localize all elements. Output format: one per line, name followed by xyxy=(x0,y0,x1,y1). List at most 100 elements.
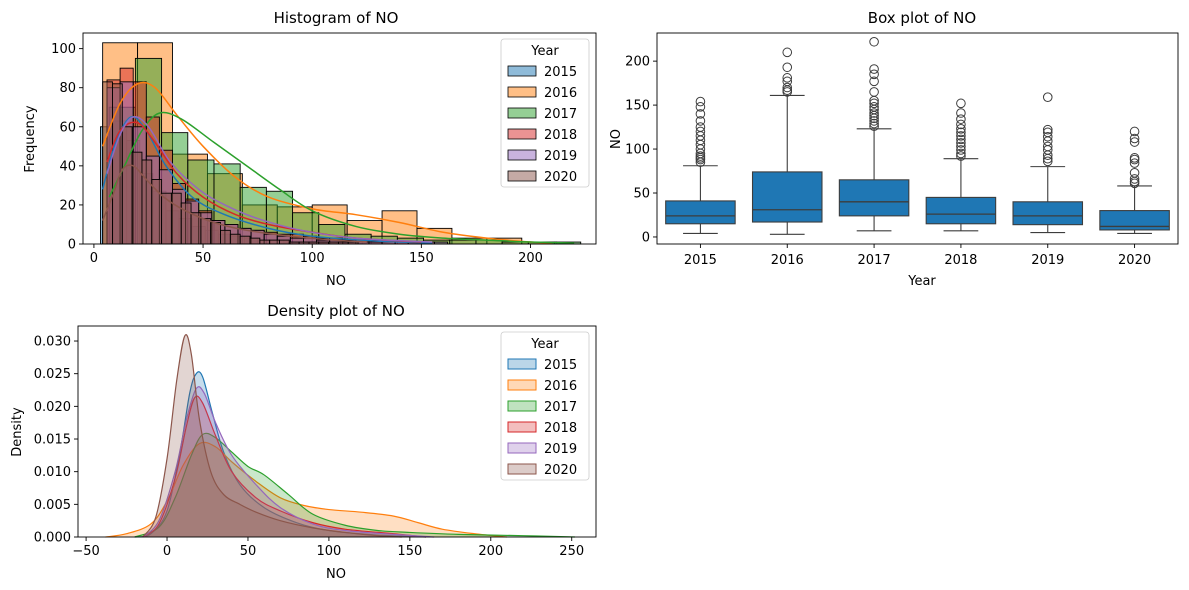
legend-swatch-2020 xyxy=(507,170,537,182)
outlier-point xyxy=(956,148,966,159)
y-tick-label: 0.025 xyxy=(34,367,71,382)
y-tick-label: 60 xyxy=(59,120,76,135)
legend-label-2018: 2018 xyxy=(544,128,577,143)
kde-line-2016 xyxy=(101,81,553,244)
legend-label-2017: 2017 xyxy=(544,400,577,415)
boxplot-ylabel: NO xyxy=(609,129,624,149)
density-area-2017 xyxy=(134,433,575,537)
density-area-2016 xyxy=(105,442,507,537)
hist-bar-2017 xyxy=(449,239,477,245)
x-tick-label: 0 xyxy=(90,251,98,266)
outlier-point xyxy=(1129,174,1140,184)
boxplot-xlabel: Year xyxy=(907,274,936,289)
outlier-point xyxy=(695,96,706,107)
x-tick-label: 150 xyxy=(397,544,422,559)
y-tick-label: 50 xyxy=(633,187,650,202)
outlier-point xyxy=(1042,92,1053,102)
density-title: Density plot of NO xyxy=(267,302,405,320)
outlier-point xyxy=(869,64,879,74)
hist-series-2020 xyxy=(102,81,359,245)
box-2019 xyxy=(1012,92,1084,234)
y-tick-label: 40 xyxy=(59,159,76,174)
histogram-panel: Histogram of NO 0 50 100 150 200 0 20 40 60 80 100… xyxy=(23,9,597,289)
outlier-point xyxy=(956,127,966,138)
outlier-point xyxy=(869,108,879,118)
x-tick-label: 2016 xyxy=(771,253,804,268)
outlier-point xyxy=(695,126,706,137)
hist-bar-2020 xyxy=(210,222,221,245)
histogram-axes: 0 50 100 150 200 0 20 40 60 80 100 xyxy=(51,42,543,266)
legend-label-2018: 2018 xyxy=(544,421,577,436)
x-tick-label: 2015 xyxy=(684,253,717,268)
histogram-frame xyxy=(82,32,597,245)
box-body xyxy=(838,179,910,217)
legend-swatch-2017 xyxy=(507,107,537,119)
outlier-point xyxy=(956,124,966,134)
outlier-point xyxy=(1129,133,1140,144)
x-tick-label: 50 xyxy=(240,544,257,559)
x-tick-label: 2020 xyxy=(1118,253,1151,268)
box-2016 xyxy=(751,47,823,235)
legend-label-2019: 2019 xyxy=(544,149,577,164)
outlier-point xyxy=(1129,126,1140,137)
outlier-point xyxy=(869,36,879,47)
x-tick-label: 250 xyxy=(559,544,584,559)
hist-bar-2020 xyxy=(141,159,153,245)
boxplot-panel: Box plot of NO 2015 2016 2017 2018 2019 2020 0… xyxy=(609,9,1179,289)
histogram-legend: Year 2015 2016 2017 2018 2019 2020 xyxy=(500,38,590,188)
y-tick-label: 80 xyxy=(59,81,76,96)
legend-swatch-2019 xyxy=(507,149,537,161)
box-2018 xyxy=(925,98,997,232)
y-tick-label: 150 xyxy=(625,99,650,114)
boxplot-title: Box plot of NO xyxy=(868,9,976,27)
x-tick-label: 2017 xyxy=(858,253,891,268)
outlier-point xyxy=(782,62,793,73)
x-tick-label: 2018 xyxy=(944,253,977,268)
outlier-point xyxy=(1042,156,1053,167)
legend-swatch-2019 xyxy=(507,442,537,454)
legend-label-2017: 2017 xyxy=(544,107,577,122)
histogram-ylabel: Frequency xyxy=(23,105,38,172)
box-2017 xyxy=(838,36,910,232)
outlier-point xyxy=(956,138,966,148)
legend-label-2019: 2019 xyxy=(544,442,577,457)
outlier-point xyxy=(1129,158,1140,168)
x-tick-label: 2019 xyxy=(1031,253,1064,268)
kde-line-2017 xyxy=(108,111,575,244)
density-line-2020 xyxy=(142,334,402,538)
legend-label-2020: 2020 xyxy=(544,170,577,185)
boxplot-axes: 2015 2016 2017 2018 2019 2020 0 50 100 150 200 xyxy=(625,55,1151,268)
y-tick-label: 0.015 xyxy=(34,433,71,448)
outlier-point xyxy=(956,108,966,118)
legend-title: Year xyxy=(530,44,559,59)
hist-bar-2020 xyxy=(220,229,231,245)
outlier-point xyxy=(869,87,879,97)
y-tick-label: 0 xyxy=(68,238,76,253)
outlier-point xyxy=(695,116,706,126)
outlier-point xyxy=(1129,137,1140,147)
x-tick-label: 0 xyxy=(163,544,171,559)
density-line-2018 xyxy=(142,395,427,538)
density-area-2020 xyxy=(142,334,402,537)
outlier-point xyxy=(1042,127,1053,138)
outlier-point xyxy=(782,82,793,93)
hist-bar-2020 xyxy=(249,237,261,245)
hist-bar-2020 xyxy=(259,239,271,245)
kde-line-2020 xyxy=(101,164,367,243)
y-tick-label: 200 xyxy=(625,55,650,70)
density-xlabel: NO xyxy=(326,567,346,582)
density-area-2019 xyxy=(142,386,435,537)
box-body xyxy=(925,196,997,225)
outlier-point xyxy=(869,76,879,87)
outlier-point xyxy=(956,134,966,145)
boxplot-frame xyxy=(656,32,1179,245)
outlier-point xyxy=(1129,153,1140,163)
outlier-point xyxy=(869,121,879,131)
legend-swatch-2016 xyxy=(507,379,537,391)
outlier-point xyxy=(1129,167,1140,178)
y-tick-label: 0 xyxy=(642,230,650,245)
outlier-point xyxy=(956,141,966,152)
x-tick-label: −50 xyxy=(72,544,99,559)
legend-label-2020: 2020 xyxy=(544,463,577,478)
y-tick-label: 0.020 xyxy=(34,400,71,415)
